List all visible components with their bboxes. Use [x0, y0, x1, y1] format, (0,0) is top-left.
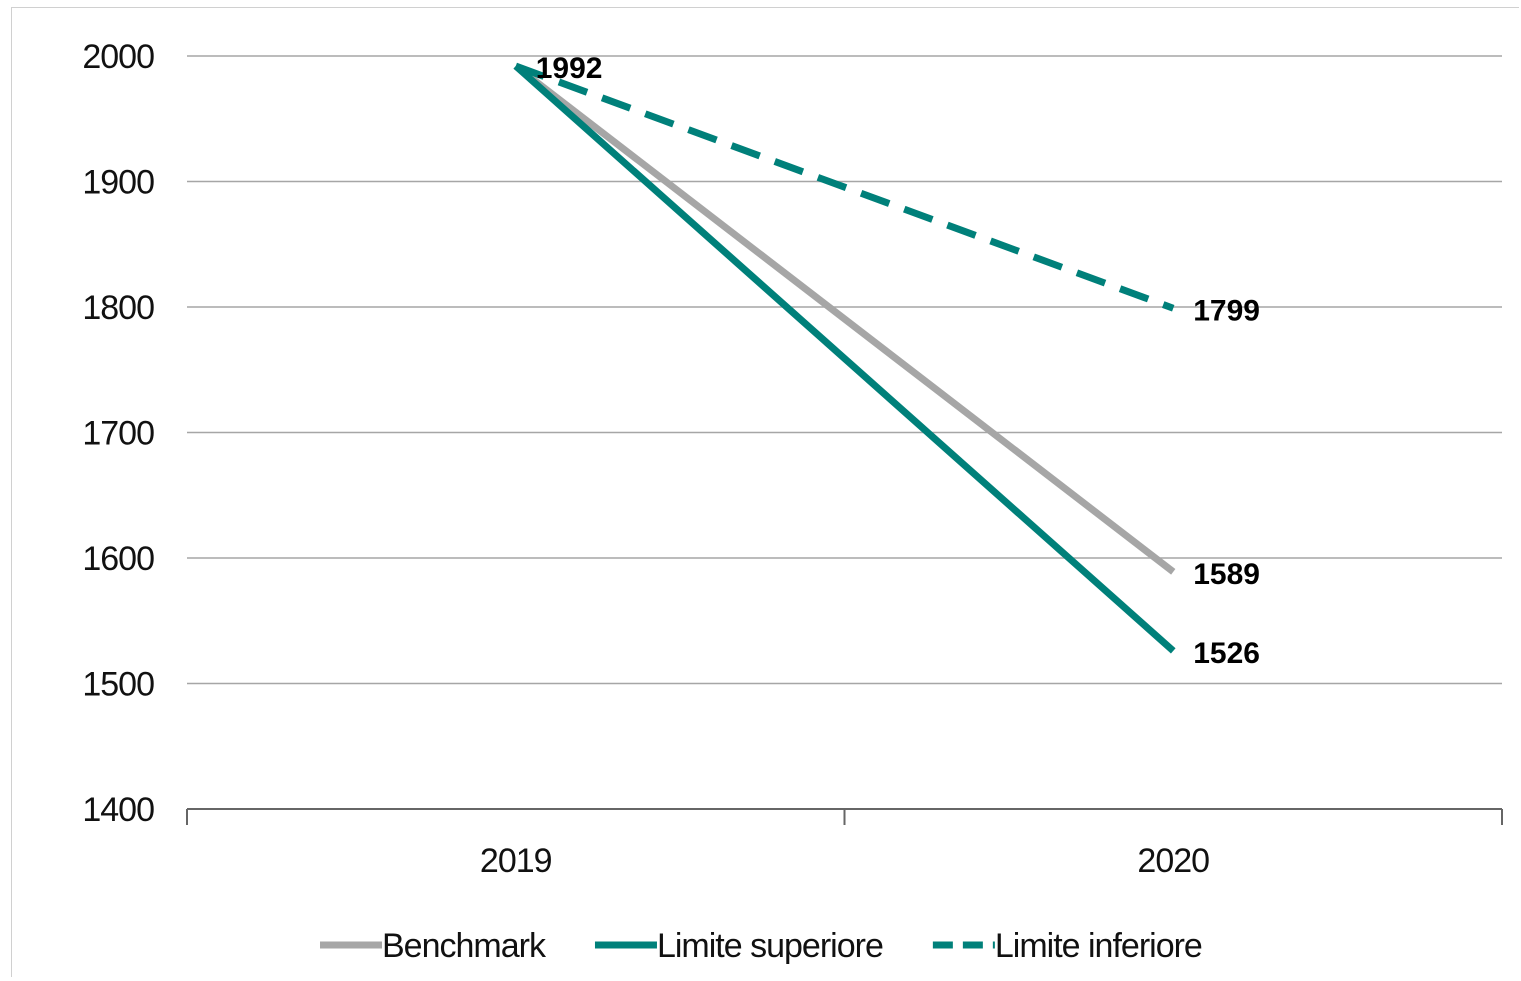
y-tick-label: 1800 — [82, 289, 154, 327]
y-tick-label: 2000 — [82, 38, 154, 76]
data-label: 1526 — [1193, 637, 1260, 670]
series-line — [513, 63, 1176, 575]
data-labels: 1589 1526 1992 1799 — [536, 52, 1260, 670]
y-tick-label: 1600 — [82, 540, 154, 578]
data-label: 1799 — [1193, 294, 1260, 327]
y-tick-label: 1400 — [82, 791, 154, 829]
x-axis: 2019 2020 — [186, 808, 1503, 880]
x-tick-label: 2019 — [480, 842, 552, 880]
x-tick-label: 2020 — [1137, 842, 1209, 880]
legend-label: Limite inferiore — [995, 927, 1202, 965]
legend-label: Benchmark — [382, 927, 547, 965]
series-lines — [513, 62, 1176, 654]
y-tick-label: 1500 — [82, 666, 154, 704]
legend-label: Limite superiore — [657, 927, 883, 965]
y-axis: 1400 1500 1600 1700 1800 1900 2000 — [82, 38, 155, 829]
y-tick-label: 1900 — [82, 164, 154, 202]
chart-frame — [11, 7, 1519, 977]
series-line — [513, 63, 1176, 654]
legend: Benchmark Limite superiore Limite inferior… — [320, 927, 1203, 965]
data-label: 1992 — [536, 52, 603, 85]
data-label: 1589 — [1193, 558, 1260, 591]
y-tick-label: 1700 — [82, 415, 154, 453]
series-line — [514, 62, 1175, 312]
grid-lines — [187, 55, 1502, 685]
